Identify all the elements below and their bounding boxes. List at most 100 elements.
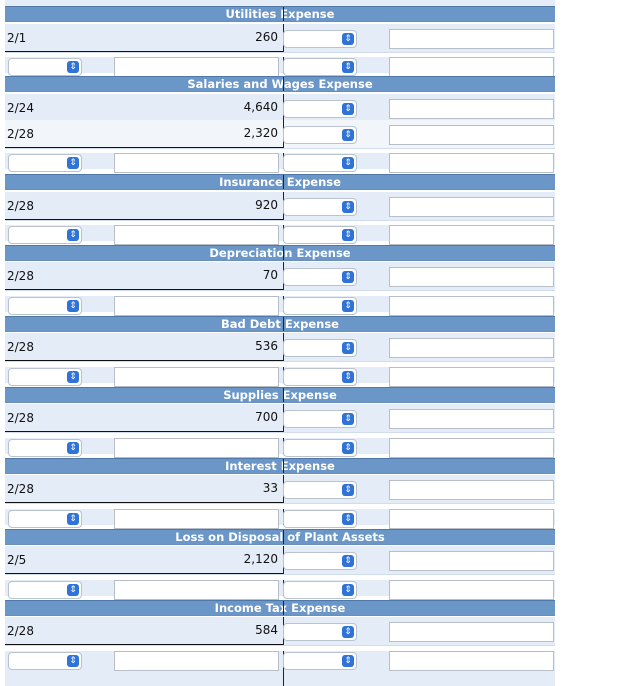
t-account-divider <box>283 317 284 331</box>
debit-amount: 2,320 <box>243 126 278 140</box>
credit-date-select[interactable]: ⇕ <box>283 510 357 528</box>
up-down-chevron-icon: ⇕ <box>342 513 354 525</box>
credit-date-select[interactable]: ⇕ <box>283 58 357 76</box>
entry-date: 2/28 <box>7 340 34 354</box>
credit-amount-input[interactable] <box>389 480 554 500</box>
up-down-chevron-icon: ⇕ <box>342 484 354 496</box>
credit-amount-input[interactable] <box>389 651 554 671</box>
credit-date-select[interactable]: ⇕ <box>283 30 357 48</box>
credit-date-select[interactable]: ⇕ <box>283 623 357 641</box>
debit-date-select[interactable]: ⇕ <box>8 368 82 386</box>
entry-row: ⇕ <box>5 0 555 6</box>
debit-date-select[interactable]: ⇕ <box>8 226 82 244</box>
credit-amount-input[interactable] <box>389 57 554 77</box>
debit-date-select[interactable]: ⇕ <box>8 581 82 599</box>
credit-date-select[interactable]: ⇕ <box>283 368 357 386</box>
account-title: Utilities Expense <box>5 7 555 21</box>
up-down-chevron-icon: ⇕ <box>342 201 354 213</box>
up-down-chevron-icon: ⇕ <box>342 413 354 425</box>
credit-amount-input[interactable] <box>389 267 554 287</box>
credit-amount-input[interactable] <box>389 99 554 119</box>
up-down-chevron-icon: ⇕ <box>342 442 354 454</box>
account-title: Bad Debt Expense <box>5 317 555 331</box>
credit-date-select[interactable]: ⇕ <box>283 100 357 118</box>
up-down-chevron-icon: ⇕ <box>342 33 354 45</box>
debit-amount-input[interactable] <box>114 153 279 173</box>
account-header-band: Supplies Expense <box>5 387 555 403</box>
credit-date-select[interactable]: ⇕ <box>283 652 357 670</box>
credit-amount-input[interactable] <box>389 622 554 642</box>
credit-date-select[interactable]: ⇕ <box>283 410 357 428</box>
ledger-entry-row: 2/28 700 ⇕ <box>5 404 555 433</box>
credit-date-select[interactable]: ⇕ <box>283 126 357 144</box>
credit-amount-input[interactable] <box>389 125 554 145</box>
credit-date-select[interactable]: ⇕ <box>283 226 357 244</box>
credit-amount-input[interactable] <box>389 367 554 387</box>
entry-date: 2/28 <box>7 624 34 638</box>
debit-date-select[interactable]: ⇕ <box>8 154 82 172</box>
debit-date-select[interactable]: ⇕ <box>8 58 82 76</box>
account-title: Insurance Expense <box>5 175 555 189</box>
credit-amount-input[interactable] <box>389 225 554 245</box>
debit-date-select[interactable]: ⇕ <box>8 297 82 315</box>
credit-date-select[interactable]: ⇕ <box>283 268 357 286</box>
debit-date-select[interactable]: ⇕ <box>8 439 82 457</box>
entry-date: 2/28 <box>7 199 34 213</box>
account-header-band: Utilities Expense <box>5 6 555 22</box>
t-account-divider <box>283 77 284 91</box>
ledger-underline <box>5 502 283 503</box>
ledger-entry-row: 2/1 260 ⇕ <box>5 24 555 53</box>
account-title: Interest Expense <box>5 459 555 473</box>
entry-date: 2/28 <box>7 127 34 141</box>
debit-date-select[interactable]: ⇕ <box>8 510 82 528</box>
credit-amount-input[interactable] <box>389 438 554 458</box>
debit-amount-input[interactable] <box>114 438 279 458</box>
account-title-text: Utilities Expense <box>225 7 335 21</box>
account-title-text: Depreciation Expense <box>209 246 351 260</box>
credit-amount-input[interactable] <box>389 197 554 217</box>
ledger-entry-row: 2/28 920 ⇕ <box>5 192 555 221</box>
debit-amount-input[interactable] <box>114 580 279 600</box>
debit-amount: 536 <box>255 339 278 353</box>
credit-date-select[interactable]: ⇕ <box>283 481 357 499</box>
debit-amount-input[interactable] <box>114 57 279 77</box>
credit-date-select[interactable]: ⇕ <box>283 581 357 599</box>
up-down-chevron-icon: ⇕ <box>342 342 354 354</box>
credit-date-select[interactable]: ⇕ <box>283 552 357 570</box>
entry-date: 2/5 <box>7 553 27 567</box>
credit-amount-input[interactable] <box>389 509 554 529</box>
account-title-text: Supplies Expense <box>223 388 337 402</box>
debit-amount-input[interactable] <box>114 296 279 316</box>
account-title-text: Salaries and Wages Expense <box>187 77 373 91</box>
ledger-entry-row: 2/28 536 ⇕ <box>5 333 555 362</box>
credit-amount-input[interactable] <box>389 29 554 49</box>
entry-row: ⇕ ⇕ <box>5 438 555 458</box>
debit-amount: 920 <box>255 198 278 212</box>
credit-date-select[interactable]: ⇕ <box>283 439 357 457</box>
account-header-band: Depreciation Expense <box>5 245 555 261</box>
credit-date-select[interactable]: ⇕ <box>283 154 357 172</box>
debit-date-select[interactable]: ⇕ <box>8 652 82 670</box>
debit-amount: 4,640 <box>243 100 278 114</box>
credit-amount-input[interactable] <box>389 580 554 600</box>
credit-amount-input[interactable] <box>389 153 554 173</box>
account-header-band: Bad Debt Expense <box>5 316 555 332</box>
credit-date-select[interactable]: ⇕ <box>283 297 357 315</box>
debit-amount-input[interactable] <box>114 509 279 529</box>
ledger-entry-row: 2/5 2,120 ⇕ <box>5 546 555 575</box>
credit-amount-input[interactable] <box>389 296 554 316</box>
credit-date-select[interactable]: ⇕ <box>283 198 357 216</box>
entry-date: 2/28 <box>7 482 34 496</box>
entry-row: ⇕ ⇕ <box>5 225 555 245</box>
credit-amount-input[interactable] <box>389 551 554 571</box>
t-account-divider <box>283 246 284 260</box>
entry-row: ⇕ ⇕ <box>5 153 555 173</box>
debit-amount-input[interactable] <box>114 651 279 671</box>
account-title: Depreciation Expense <box>5 246 555 260</box>
debit-amount-input[interactable] <box>114 367 279 387</box>
credit-amount-input[interactable] <box>389 409 554 429</box>
debit-amount-input[interactable] <box>114 225 279 245</box>
account-title-text: Insurance Expense <box>219 175 341 189</box>
credit-amount-input[interactable] <box>389 338 554 358</box>
credit-date-select[interactable]: ⇕ <box>283 339 357 357</box>
